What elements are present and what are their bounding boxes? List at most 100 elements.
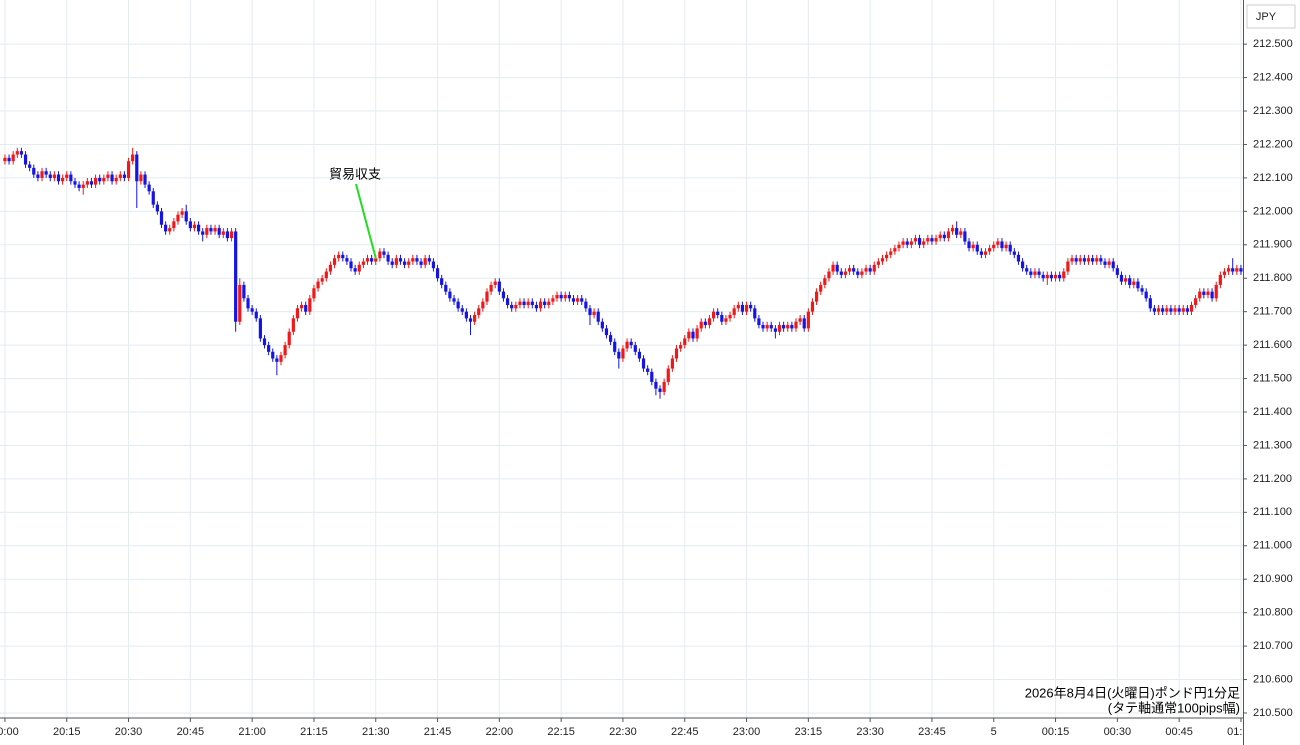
- candle-body: [481, 301, 485, 309]
- candle-body: [246, 298, 250, 309]
- candle-body: [992, 244, 996, 249]
- candle-body: [625, 341, 629, 349]
- candle-body: [1008, 244, 1012, 252]
- candle-body: [996, 241, 1000, 245]
- candle-body: [839, 271, 843, 275]
- candle-body: [382, 251, 386, 255]
- candle-body: [238, 284, 242, 322]
- candle-body: [1115, 268, 1119, 275]
- y-tick-label: 211.700: [1253, 306, 1292, 318]
- candle-body: [267, 345, 271, 352]
- candle-body: [271, 351, 275, 359]
- x-tick-label: 23:00: [733, 726, 761, 738]
- candle-body: [955, 228, 959, 235]
- candle-body: [769, 325, 773, 329]
- candle-body: [456, 301, 460, 309]
- candle-body: [398, 258, 403, 262]
- candle-body: [691, 331, 695, 339]
- candle-body: [225, 231, 230, 239]
- candle-body: [1074, 258, 1078, 262]
- candle-body: [460, 308, 464, 312]
- candle-body: [1012, 251, 1016, 255]
- candle-body: [856, 271, 860, 275]
- candle-body: [19, 151, 24, 155]
- x-tick-label: 22:30: [609, 726, 637, 738]
- candle-body: [505, 298, 510, 305]
- candle-body: [468, 318, 473, 322]
- candle-body: [814, 291, 819, 302]
- candle-body: [48, 174, 52, 178]
- candle-body: [1066, 261, 1070, 272]
- candle-body: [893, 248, 897, 252]
- candle-body: [390, 261, 394, 265]
- candle-body: [971, 244, 975, 249]
- y-axis: 210.500 210.600 210.700 210.800 210.900 211.0…: [1243, 38, 1293, 719]
- candle-body: [299, 304, 304, 309]
- candle-body: [1058, 274, 1062, 279]
- candle-body: [1222, 271, 1227, 275]
- candle-body: [872, 264, 876, 272]
- candle-body: [1132, 281, 1136, 285]
- candle-body: [1206, 291, 1210, 295]
- candle-body: [580, 298, 584, 302]
- candle-body: [147, 184, 151, 192]
- candle-body: [419, 261, 423, 265]
- candle-body: [740, 304, 745, 312]
- candle-body: [534, 304, 539, 309]
- candle-body: [234, 231, 238, 322]
- candle-body: [959, 231, 963, 235]
- candle-body: [1049, 274, 1054, 279]
- candle-body: [724, 318, 728, 322]
- candle-body: [662, 381, 666, 392]
- candle-body: [1086, 258, 1091, 262]
- candle-body: [217, 228, 221, 235]
- x-tick-label: 23:45: [918, 726, 946, 738]
- candle-body: [114, 177, 118, 182]
- candle-body: [666, 368, 670, 382]
- candle-body: [571, 298, 576, 302]
- candle-body: [320, 278, 324, 282]
- candle-body: [345, 258, 349, 262]
- candle-body: [254, 311, 258, 319]
- candle-body: [283, 345, 287, 356]
- candle-body: [337, 254, 341, 259]
- candle-body: [427, 258, 431, 262]
- candle-body: [885, 254, 889, 259]
- grid: [0, 0, 1243, 718]
- candle-body: [963, 231, 967, 242]
- x-tick-label: 20:15: [53, 726, 81, 738]
- candle-body: [357, 264, 361, 272]
- candle-body: [518, 301, 522, 305]
- candle-body: [526, 301, 530, 305]
- x-tick-label: 00:15: [1042, 726, 1070, 738]
- y-tick-label: 212.100: [1253, 172, 1293, 184]
- candle-body: [1218, 274, 1222, 285]
- caption: 2026年8月4日(火曜日)ポンド円1分足: [1025, 685, 1240, 700]
- candle-body: [188, 221, 192, 229]
- x-tick-label: 5: [991, 726, 997, 738]
- candle-body: [44, 171, 48, 175]
- candle-body: [69, 174, 73, 182]
- candle-body: [950, 228, 955, 232]
- candle-body: [192, 224, 197, 229]
- x-tick-label: 20:30: [115, 726, 143, 738]
- candle-body: [349, 261, 353, 269]
- candle-body: [637, 351, 642, 359]
- candle-body: [394, 258, 398, 265]
- candle-body: [563, 294, 567, 299]
- candle-body: [975, 244, 979, 252]
- candle-body: [176, 214, 180, 222]
- candle-body: [922, 241, 926, 245]
- candle-body: [773, 328, 777, 332]
- x-tick-label: 01:00: [1227, 726, 1255, 738]
- candle-body: [155, 204, 159, 212]
- candle-body: [139, 174, 143, 182]
- x-tick-label: 20:45: [177, 726, 205, 738]
- candle-body: [777, 325, 782, 332]
- candle-body: [1165, 308, 1169, 312]
- candle-body: [209, 228, 213, 232]
- candle-body: [707, 318, 712, 326]
- candle-body: [753, 308, 757, 319]
- candle-body: [159, 211, 164, 225]
